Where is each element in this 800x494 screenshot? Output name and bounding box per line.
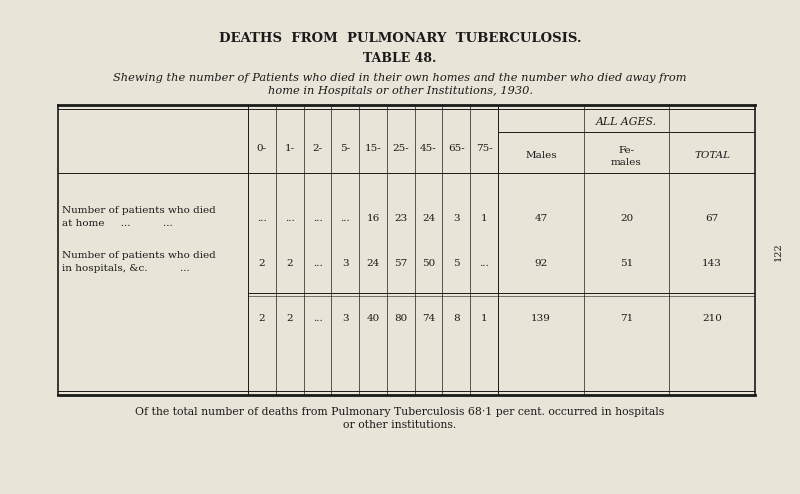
Text: 23: 23 (394, 213, 407, 222)
Text: Males: Males (525, 151, 557, 160)
Text: ...: ... (313, 258, 322, 267)
Text: 2: 2 (258, 314, 266, 323)
Text: 24: 24 (422, 213, 435, 222)
Text: 210: 210 (702, 314, 722, 323)
Text: ...: ... (479, 258, 489, 267)
Text: ...: ... (257, 213, 266, 222)
Text: Shewing the number of Patients who died in their own homes and the number who di: Shewing the number of Patients who died … (114, 73, 686, 83)
Text: 3: 3 (453, 213, 460, 222)
Text: 139: 139 (531, 314, 550, 323)
Text: 2: 2 (286, 314, 293, 323)
Text: 80: 80 (394, 314, 407, 323)
Text: 1: 1 (481, 213, 487, 222)
Text: 67: 67 (706, 213, 718, 222)
Text: 143: 143 (702, 258, 722, 267)
Text: 15-: 15- (365, 143, 382, 153)
Text: 71: 71 (620, 314, 633, 323)
Text: males: males (611, 158, 642, 166)
Text: ...: ... (285, 213, 294, 222)
Text: 92: 92 (534, 258, 547, 267)
Text: Fe-: Fe- (618, 146, 634, 155)
Text: 50: 50 (422, 258, 435, 267)
Text: 51: 51 (620, 258, 633, 267)
Text: 16: 16 (366, 213, 380, 222)
Text: at home     ...          ...: at home ... ... (62, 218, 173, 228)
Text: ...: ... (313, 314, 322, 323)
Text: 2-: 2- (312, 143, 322, 153)
Text: ...: ... (340, 213, 350, 222)
Text: 122: 122 (774, 243, 782, 261)
Text: 3: 3 (342, 314, 349, 323)
Text: 0-: 0- (257, 143, 267, 153)
Text: 1-: 1- (285, 143, 294, 153)
Text: 2: 2 (258, 258, 266, 267)
Text: 24: 24 (366, 258, 380, 267)
Text: 8: 8 (453, 314, 460, 323)
Text: 65-: 65- (448, 143, 465, 153)
Text: 74: 74 (422, 314, 435, 323)
Text: 3: 3 (342, 258, 349, 267)
Text: Number of patients who died: Number of patients who died (62, 206, 216, 214)
Text: 57: 57 (394, 258, 407, 267)
Text: 75-: 75- (476, 143, 493, 153)
Text: in hospitals, &c.          ...: in hospitals, &c. ... (62, 263, 190, 273)
Text: 25-: 25- (393, 143, 409, 153)
Text: 47: 47 (534, 213, 547, 222)
Text: Of the total number of deaths from Pulmonary Tuberculosis 68·1 per cent. occurre: Of the total number of deaths from Pulmo… (135, 407, 665, 417)
Text: 5-: 5- (340, 143, 350, 153)
Text: TABLE 48.: TABLE 48. (363, 51, 437, 65)
Text: 45-: 45- (420, 143, 437, 153)
Text: TOTAL: TOTAL (694, 151, 730, 160)
Text: 40: 40 (366, 314, 380, 323)
Text: ALL AGES.: ALL AGES. (596, 117, 657, 127)
Text: 1: 1 (481, 314, 487, 323)
Text: or other institutions.: or other institutions. (343, 420, 457, 430)
Text: ...: ... (313, 213, 322, 222)
Text: Number of patients who died: Number of patients who died (62, 250, 216, 259)
Text: DEATHS  FROM  PULMONARY  TUBERCULOSIS.: DEATHS FROM PULMONARY TUBERCULOSIS. (218, 32, 582, 44)
Text: 5: 5 (453, 258, 460, 267)
Text: 2: 2 (286, 258, 293, 267)
Text: 20: 20 (620, 213, 633, 222)
Text: home in Hospitals or other Institutions, 1930.: home in Hospitals or other Institutions,… (267, 86, 533, 96)
